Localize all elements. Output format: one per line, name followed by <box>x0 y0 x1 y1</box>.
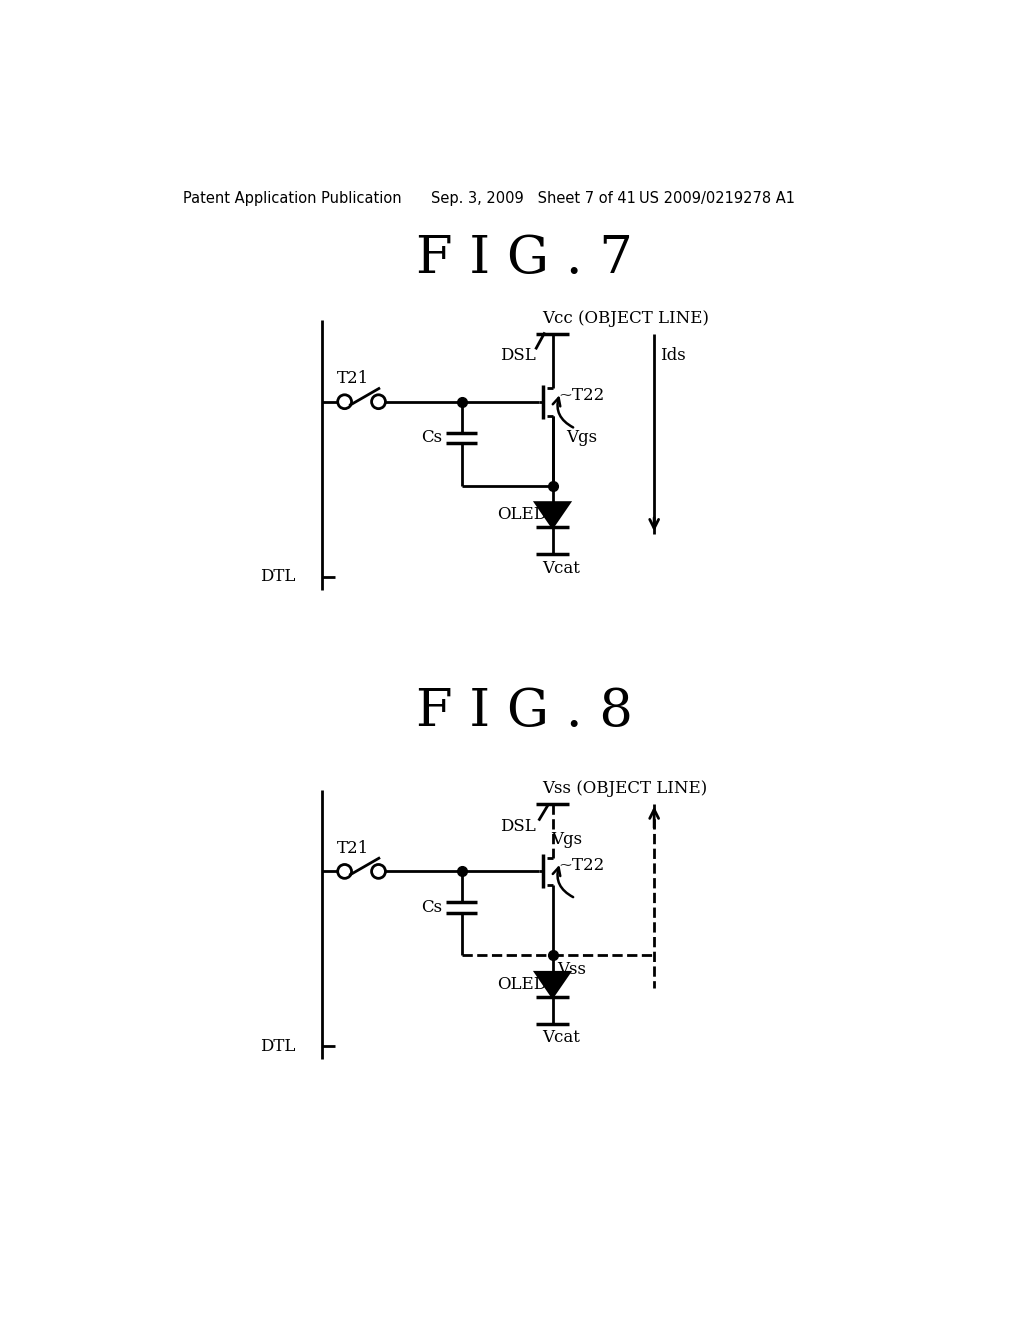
Text: OLED: OLED <box>497 975 547 993</box>
Text: Vgs: Vgs <box>566 429 598 446</box>
Text: OLED: OLED <box>497 507 547 524</box>
Text: Vcc (OBJECT LINE): Vcc (OBJECT LINE) <box>542 310 709 327</box>
Text: Ids: Ids <box>660 347 686 364</box>
Text: Vgs: Vgs <box>551 830 582 847</box>
Text: Vcat: Vcat <box>542 1030 580 1047</box>
Text: Sep. 3, 2009   Sheet 7 of 41: Sep. 3, 2009 Sheet 7 of 41 <box>431 191 636 206</box>
Polygon shape <box>536 973 569 997</box>
Text: F I G . 7: F I G . 7 <box>417 234 633 284</box>
Text: T21: T21 <box>337 840 370 857</box>
Polygon shape <box>536 503 569 527</box>
Text: Vss: Vss <box>557 961 586 978</box>
Text: Patent Application Publication: Patent Application Publication <box>183 191 401 206</box>
Text: US 2009/0219278 A1: US 2009/0219278 A1 <box>639 191 795 206</box>
Text: DTL: DTL <box>260 568 295 585</box>
Text: DSL: DSL <box>500 347 536 364</box>
Text: ~T22: ~T22 <box>559 857 605 874</box>
Text: Vcat: Vcat <box>542 560 580 577</box>
Text: Cs: Cs <box>422 899 442 916</box>
Text: Vss (OBJECT LINE): Vss (OBJECT LINE) <box>542 780 707 797</box>
Text: DSL: DSL <box>500 818 536 836</box>
Text: DTL: DTL <box>260 1038 295 1055</box>
Text: Cs: Cs <box>422 429 442 446</box>
Text: T21: T21 <box>337 370 370 387</box>
Text: ~T22: ~T22 <box>559 387 605 404</box>
Text: F I G . 8: F I G . 8 <box>417 686 633 737</box>
